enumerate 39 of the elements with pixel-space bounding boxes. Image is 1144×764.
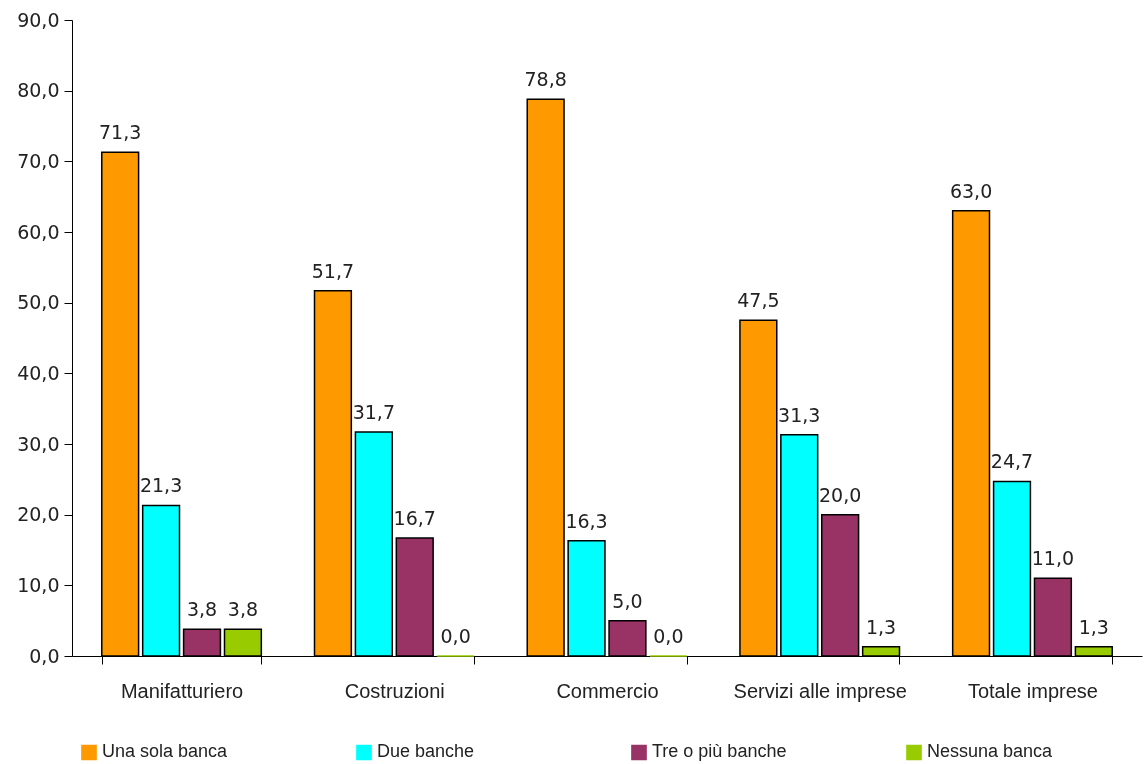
data-label: 0,0 <box>440 625 471 647</box>
data-label: 3,8 <box>227 598 259 621</box>
data-label: 1,3 <box>865 615 897 638</box>
data-label: 31,3 <box>778 403 821 426</box>
y-tick-label: 60,0 <box>17 220 60 243</box>
y-tick-label: 80,0 <box>17 79 60 102</box>
data-label: 31,7 <box>352 400 395 423</box>
data-label: 47,5 <box>737 289 780 312</box>
y-tick-label: 0,0 <box>29 644 60 667</box>
data-label: 0,0 <box>653 625 684 647</box>
data-label: 63,0 <box>949 179 993 202</box>
data-label: 11,0 <box>1031 547 1075 570</box>
y-tick-label: 90,0 <box>17 8 60 31</box>
data-label: 16,7 <box>393 506 436 529</box>
data-label: 5,0 <box>612 589 643 612</box>
legend-label: Due banche <box>377 741 475 762</box>
data-label: 21,3 <box>139 474 183 497</box>
data-label: 16,3 <box>565 509 608 532</box>
x-tick-label: Manifatturiero <box>120 679 244 702</box>
x-tick-label: Servizi alle imprese <box>733 679 907 702</box>
y-tick-label: 30,0 <box>17 432 60 455</box>
data-label: 71,3 <box>99 121 142 144</box>
y-tick-label: 40,0 <box>17 361 60 384</box>
x-tick-label: Costruzioni <box>344 679 445 702</box>
y-tick-label: 50,0 <box>17 291 60 314</box>
y-tick-label: 70,0 <box>17 149 60 172</box>
data-label: 1,3 <box>1078 615 1109 638</box>
legend-label: Una sola banca <box>102 741 229 762</box>
data-label: 78,8 <box>524 68 567 91</box>
data-label: 51,7 <box>311 259 355 282</box>
data-label: 3,8 <box>186 598 218 621</box>
legend-label: Tre o più banche <box>652 741 787 762</box>
x-tick-label: Totale imprese <box>967 679 1098 702</box>
data-label: 20,0 <box>819 483 862 506</box>
y-tick-label: 20,0 <box>17 503 60 526</box>
legend-label: Nessuna banca <box>927 741 1054 762</box>
x-tick-label: Commercio <box>556 679 659 702</box>
data-label: 24,7 <box>990 450 1034 473</box>
y-tick-label: 10,0 <box>17 573 60 596</box>
